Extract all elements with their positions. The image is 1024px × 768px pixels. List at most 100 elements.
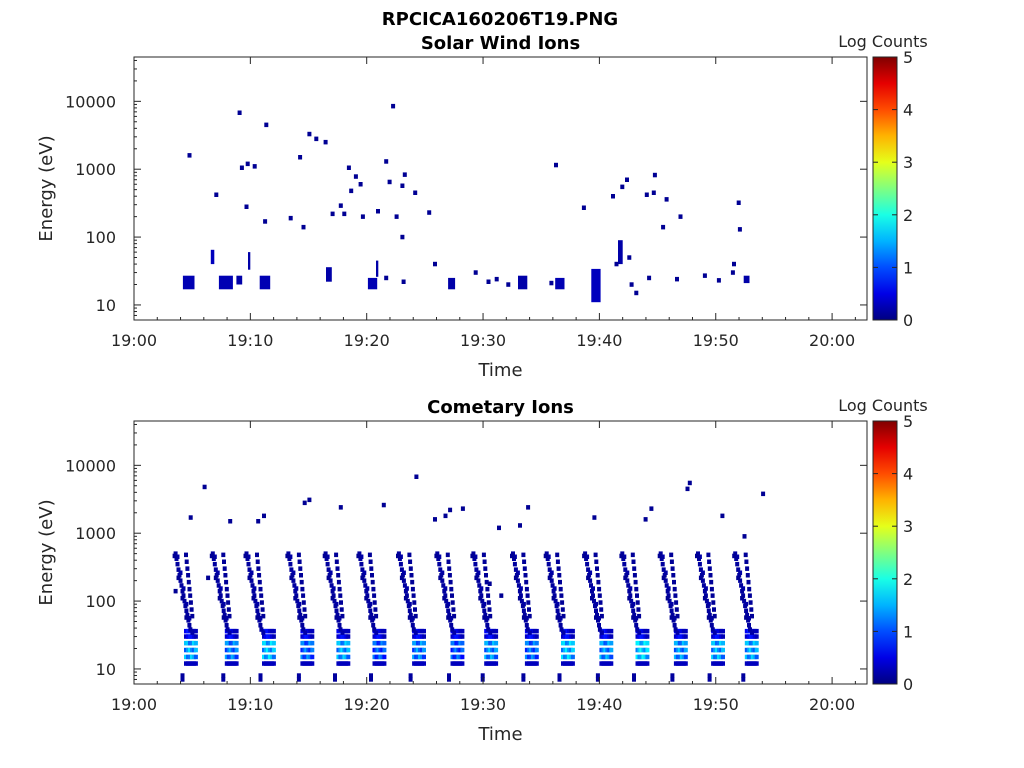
data-pixel xyxy=(611,194,615,199)
dispersion-cell xyxy=(662,573,667,578)
dispersion-cell xyxy=(337,586,342,592)
dispersion-cell xyxy=(595,612,599,618)
burst-cell xyxy=(193,628,198,634)
dispersion-cell xyxy=(185,566,190,571)
dispersion-cell xyxy=(630,603,635,609)
dispersion-cell xyxy=(223,618,228,623)
dispersion-cell xyxy=(365,593,370,598)
dispersion-cell xyxy=(633,579,638,585)
dispersion-cell xyxy=(597,627,602,632)
dispersion-cell xyxy=(334,615,339,620)
dispersion-cell xyxy=(440,570,445,575)
burst-cell xyxy=(494,634,499,639)
dispersion-cell xyxy=(483,566,488,571)
dispersion-cell xyxy=(628,586,633,591)
data-pixel xyxy=(620,184,625,190)
x-tick-label: 19:50 xyxy=(693,695,739,714)
data-pixel xyxy=(360,214,365,219)
dispersion-cell xyxy=(401,578,406,583)
x-tick-label: 19:30 xyxy=(460,331,506,350)
dispersion-cell xyxy=(177,573,182,578)
data-pixel xyxy=(494,276,499,282)
dispersion-cell xyxy=(331,593,336,598)
dispersion-cell xyxy=(627,596,632,601)
burst-cell xyxy=(721,628,725,634)
dispersion-cell xyxy=(473,561,478,567)
burst-cell xyxy=(447,677,451,682)
dispersion-cell xyxy=(401,570,406,575)
dispersion-cell xyxy=(599,613,604,619)
dispersion-cell xyxy=(736,567,741,572)
data-pixel xyxy=(206,575,211,581)
dispersion-cell xyxy=(362,578,367,583)
dispersion-cell xyxy=(659,556,664,561)
dispersion-cell xyxy=(400,573,405,578)
plot-area xyxy=(172,474,766,682)
dispersion-cell xyxy=(188,593,193,598)
dispersion-cell xyxy=(172,553,177,559)
dispersion-cell xyxy=(484,618,489,623)
dispersion-cell xyxy=(412,600,417,605)
dispersion-cell xyxy=(661,567,666,572)
x-tick-label: 19:00 xyxy=(111,331,157,350)
x-tick-label: 19:20 xyxy=(344,695,390,714)
data-pixel xyxy=(685,486,690,492)
colorbar-label: Log Counts xyxy=(838,396,928,415)
dispersion-cell xyxy=(599,630,604,635)
data-pixel xyxy=(526,505,531,510)
dispersion-cell xyxy=(440,578,445,583)
data-pixel xyxy=(433,517,437,522)
y-tick-label: 1000 xyxy=(75,160,116,179)
dispersion-cell xyxy=(560,600,565,605)
dispersion-cell xyxy=(243,553,248,559)
dispersion-cell xyxy=(252,586,257,591)
dispersion-cell xyxy=(334,608,339,613)
burst-cell xyxy=(754,647,759,653)
y-tick-label: 100 xyxy=(85,592,116,611)
dispersion-cell xyxy=(340,613,345,619)
dispersion-cell xyxy=(737,573,742,578)
dispersion-cell xyxy=(695,553,699,559)
dispersion-cell xyxy=(396,553,400,559)
burst-cell xyxy=(460,647,465,653)
dispersion-cell xyxy=(549,570,554,575)
dispersion-cell xyxy=(637,630,642,635)
data-pixel xyxy=(625,177,629,182)
dispersion-cell xyxy=(184,559,189,564)
burst-cell xyxy=(609,634,614,639)
dispersion-cell xyxy=(187,586,192,592)
dispersion-cell xyxy=(744,615,749,620)
dispersion-cell xyxy=(447,566,452,571)
dispersion-cell xyxy=(627,588,632,594)
burst-cell xyxy=(683,654,688,660)
dispersion-cell xyxy=(335,612,340,618)
dispersion-cell xyxy=(474,567,479,572)
burst-cell xyxy=(645,640,650,646)
dispersion-cell xyxy=(667,598,672,604)
x-axis-label: Time xyxy=(477,724,522,745)
dispersion-cell xyxy=(709,579,714,585)
burst-cell xyxy=(382,647,387,653)
burst-cell xyxy=(609,628,614,634)
data-pixel xyxy=(634,290,639,296)
dispersion-cell xyxy=(475,573,480,578)
burst-cell xyxy=(382,654,387,660)
dispersion-cell xyxy=(367,552,372,558)
colorbar-tick-label: 3 xyxy=(903,153,913,172)
dispersion-cell xyxy=(748,627,752,632)
dispersion-cell xyxy=(637,613,642,619)
figure-title: RPCICA160206T19.PNG xyxy=(382,9,618,30)
dispersion-cell xyxy=(189,607,194,612)
dispersion-cell xyxy=(587,573,592,578)
dispersion-cell xyxy=(706,608,711,613)
dispersion-cell xyxy=(712,607,716,612)
dispersion-cell xyxy=(745,573,750,578)
dispersion-cell xyxy=(673,627,678,632)
dispersion-cell xyxy=(669,608,674,613)
dispersion-cell xyxy=(448,579,453,585)
burst-cell xyxy=(754,628,759,634)
burst-cell xyxy=(521,673,526,678)
dispersion-cell xyxy=(479,586,484,591)
dispersion-cell xyxy=(702,596,707,601)
dispersion-cell xyxy=(256,612,261,618)
